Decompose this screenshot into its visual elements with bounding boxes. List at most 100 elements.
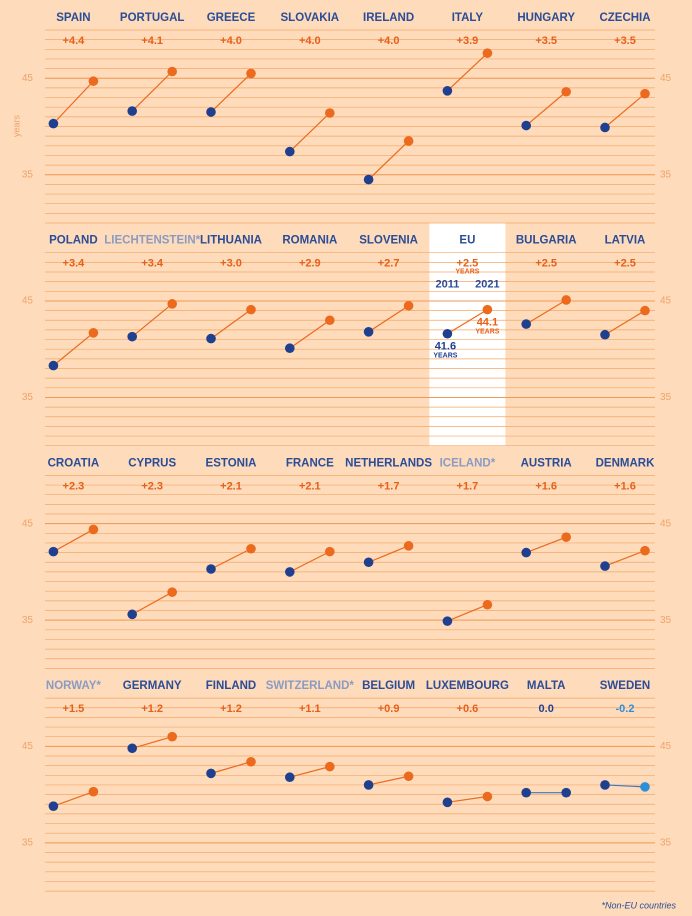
change-label: +4.0: [378, 35, 400, 47]
point-end: [403, 300, 414, 311]
change-label: +3.4: [63, 258, 86, 270]
slope-line: [368, 305, 409, 333]
year-label: 2021: [475, 279, 499, 291]
point-end: [325, 761, 335, 772]
country-name: BULGARIA: [516, 235, 577, 247]
slope-line: [368, 545, 409, 563]
change-label: +1.5: [63, 703, 85, 715]
change-label: +1.2: [220, 703, 242, 715]
country-name: DENMARK: [596, 457, 655, 469]
y-axis-label: years: [11, 115, 21, 138]
slope-line: [289, 551, 331, 573]
slope-line: [604, 784, 646, 788]
y-tick-label: 45: [22, 518, 34, 529]
point-end: [640, 782, 650, 792]
country-name: FINLAND: [206, 680, 256, 692]
point-start: [363, 327, 374, 337]
country-name: IRELAND: [363, 12, 414, 24]
change-label: +3.5: [614, 35, 636, 47]
change-label: +2.3: [63, 480, 85, 492]
slope-line: [368, 140, 410, 181]
country-name: SLOVENIA: [359, 235, 418, 247]
point-start: [600, 780, 610, 790]
slope-line: [131, 71, 173, 112]
point-start: [206, 333, 216, 344]
point-end: [403, 136, 414, 146]
y-tick-label: 45: [660, 741, 672, 752]
slope-line: [210, 548, 252, 570]
change-label: +2.3: [141, 480, 163, 492]
highlight-panel: [429, 222, 506, 446]
point-start: [521, 120, 531, 131]
point-start: [285, 146, 295, 157]
point-start: [48, 801, 59, 811]
change-label: +3.4: [141, 258, 164, 270]
point-end: [482, 791, 493, 802]
value-label: 44.1: [477, 317, 498, 329]
country-name: POLAND: [49, 235, 98, 247]
unit-label: YEARS: [475, 328, 499, 335]
slope-line: [210, 72, 252, 113]
point-start: [600, 329, 610, 340]
point-end: [561, 86, 571, 97]
country-name: CROATIA: [48, 457, 100, 469]
point-end: [325, 315, 335, 326]
point-start: [48, 118, 59, 129]
point-end: [561, 787, 571, 798]
change-label: +1.1: [299, 703, 321, 715]
slope-line: [525, 536, 567, 554]
point-end: [246, 304, 256, 315]
country-name: ROMANIA: [282, 235, 337, 247]
change-label: +0.9: [378, 703, 400, 715]
point-start: [127, 106, 137, 116]
country-name: SWITZERLAND*: [266, 680, 355, 692]
slope-line: [52, 80, 94, 125]
y-tick-label: 45: [660, 73, 672, 84]
y-tick-label: 45: [660, 518, 672, 529]
country-name: SWEDEN: [600, 680, 650, 692]
point-start: [442, 85, 453, 96]
country-name: GREECE: [207, 12, 256, 24]
change-label: +2.5: [457, 258, 479, 270]
change-label: +1.7: [457, 480, 479, 492]
slope-line: [604, 93, 646, 128]
change-label: +1.2: [141, 703, 163, 715]
point-end: [482, 304, 493, 315]
slope-line: [447, 604, 488, 622]
country-name: GERMANY: [123, 680, 182, 692]
point-end: [640, 88, 650, 99]
point-end: [482, 48, 493, 58]
change-label: +2.5: [535, 258, 557, 270]
point-end: [246, 756, 256, 767]
value-label: 41.6: [435, 341, 456, 353]
point-end: [561, 532, 571, 542]
point-start: [206, 107, 216, 117]
y-tick-label: 35: [660, 615, 672, 626]
slope-line: [446, 52, 488, 92]
y-tick-label: 35: [22, 837, 34, 848]
point-end: [88, 327, 99, 338]
point-start: [206, 768, 216, 779]
footnote: *Non-EU countries: [601, 900, 676, 910]
point-start: [206, 564, 216, 574]
country-name: LIECHTENSTEIN*: [104, 235, 200, 247]
slope-line: [53, 528, 94, 553]
change-label: +2.9: [299, 258, 321, 270]
country-name: ICELAND*: [440, 457, 496, 469]
slope-line: [132, 736, 173, 749]
change-label: +1.6: [535, 480, 557, 492]
slope-line: [289, 319, 331, 349]
country-name: HUNGARY: [517, 12, 575, 24]
country-name: CZECHIA: [599, 12, 650, 24]
change-label: +3.9: [457, 35, 479, 47]
point-start: [285, 343, 295, 354]
y-tick-label: 35: [22, 392, 34, 403]
slope-line: [131, 303, 173, 338]
change-label: 0.0: [539, 703, 554, 715]
country-name: SPAIN: [56, 12, 90, 24]
slope-line: [289, 112, 331, 153]
unit-label: YEARS: [433, 353, 457, 360]
point-start: [442, 616, 453, 626]
point-end: [403, 771, 414, 782]
point-end: [167, 587, 177, 597]
